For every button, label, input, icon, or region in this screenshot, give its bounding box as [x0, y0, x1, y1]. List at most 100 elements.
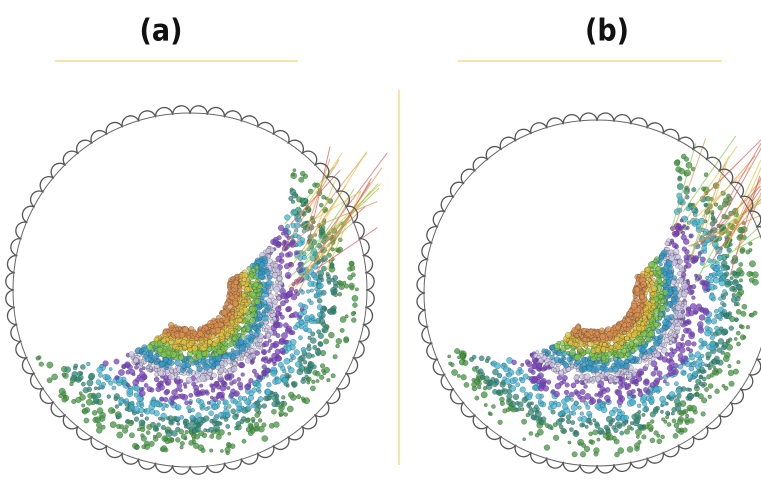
particle [178, 355, 183, 360]
particle [724, 386, 728, 390]
particle [583, 385, 587, 389]
particle [574, 431, 578, 435]
particle [583, 337, 587, 341]
particle [318, 270, 324, 276]
particle [676, 330, 680, 334]
particle [196, 412, 202, 418]
particle [537, 355, 541, 359]
particle [668, 270, 672, 274]
particle [750, 313, 754, 317]
particle [126, 383, 130, 387]
particle [713, 285, 717, 289]
particle [266, 382, 271, 387]
particle [293, 233, 298, 238]
particle [736, 342, 740, 346]
particle [331, 374, 336, 379]
particle [286, 291, 292, 297]
particle [640, 294, 645, 299]
particle [721, 267, 725, 271]
particle [203, 416, 209, 422]
particle [153, 427, 158, 432]
particle [692, 342, 697, 347]
particle [550, 355, 555, 360]
particle [584, 345, 587, 348]
particle [645, 267, 651, 273]
particle [484, 376, 489, 381]
particle [250, 273, 254, 277]
particle [71, 399, 76, 404]
particle [648, 261, 654, 267]
particle [739, 279, 743, 283]
particle [675, 245, 679, 249]
particle [689, 352, 693, 356]
particle [529, 431, 533, 435]
particle [639, 336, 643, 340]
particle [226, 424, 230, 428]
particle [245, 352, 249, 356]
particle [739, 262, 743, 266]
particle [607, 341, 610, 344]
particle [227, 299, 231, 303]
particle [258, 418, 262, 422]
particle [628, 383, 631, 386]
particle [616, 415, 621, 420]
particle [320, 364, 325, 369]
particle [331, 278, 335, 282]
particle [624, 415, 629, 420]
particle [141, 436, 147, 442]
particle [546, 380, 551, 385]
particle [155, 372, 159, 376]
particle [299, 177, 304, 182]
particle [264, 328, 268, 332]
particle [82, 408, 88, 414]
particle [464, 382, 469, 387]
particle [743, 336, 746, 339]
particle [667, 422, 671, 426]
particle [669, 352, 675, 358]
particle [139, 401, 143, 405]
particle [114, 359, 119, 364]
particle [669, 366, 673, 370]
particle [595, 404, 601, 410]
particle [588, 414, 592, 418]
particle [262, 350, 267, 355]
particle [135, 445, 139, 449]
particle [646, 390, 650, 394]
particle [580, 374, 585, 379]
particle [620, 431, 624, 435]
particle [133, 358, 138, 363]
particle [317, 298, 322, 303]
particle [333, 354, 338, 359]
particle [336, 338, 342, 344]
particle [736, 331, 740, 335]
particle [525, 360, 530, 365]
particle [746, 250, 750, 254]
particle [687, 405, 693, 411]
particle [566, 415, 571, 420]
particle [176, 376, 180, 380]
particle [626, 322, 631, 327]
particle [175, 327, 178, 330]
particle [149, 366, 153, 370]
particle [302, 377, 305, 380]
particle [258, 390, 262, 394]
particle [533, 385, 538, 390]
particle [248, 431, 253, 436]
particle [519, 370, 523, 374]
particle [630, 427, 633, 430]
particle [87, 380, 93, 386]
particle [645, 364, 649, 368]
particle [677, 259, 682, 264]
particle [737, 360, 741, 364]
particle [693, 410, 697, 414]
particle [544, 445, 550, 451]
particle [531, 377, 537, 383]
particle [728, 338, 732, 342]
particle [175, 333, 180, 338]
particle [179, 332, 185, 338]
particle [672, 297, 676, 301]
particle [264, 359, 269, 364]
particle [308, 336, 312, 340]
particle [307, 344, 311, 348]
particle [175, 405, 181, 411]
